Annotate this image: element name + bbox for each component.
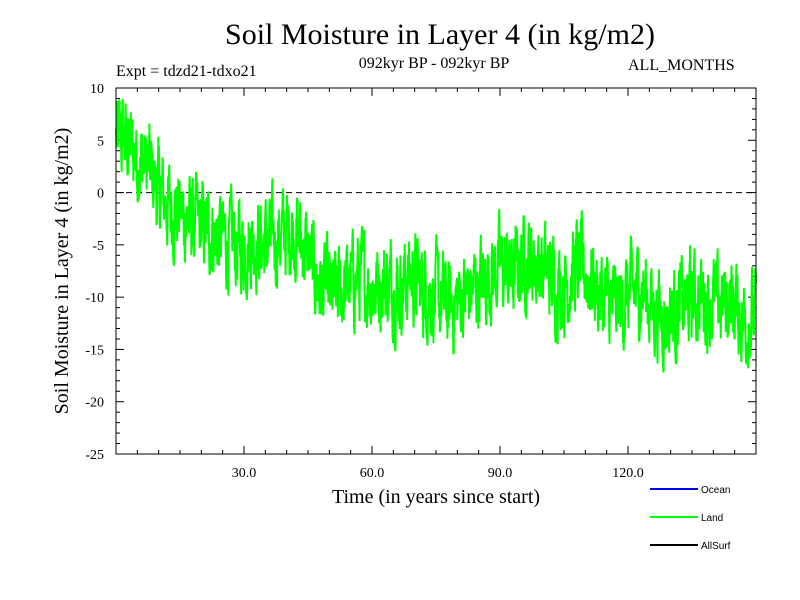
- y-tick-label: 0: [97, 187, 104, 202]
- legend: Ocean Land AllSurf: [650, 485, 731, 552]
- y-tick-label: -20: [85, 396, 104, 411]
- x-tick-label: 60.0: [360, 466, 385, 481]
- y-axis-label: Soil Moisture in Layer 4 (in kg/m2): [51, 128, 73, 415]
- y-tick-label: 5: [97, 134, 104, 149]
- x-axis-label: Time (in years since start): [332, 486, 540, 508]
- experiment-label: Expt = tdzd21-tdxo21: [116, 63, 257, 80]
- legend-label-ocean: Ocean: [701, 485, 730, 496]
- y-tick-label: -5: [92, 239, 104, 254]
- series-layer: [115, 98, 757, 373]
- x-tick-label: 30.0: [232, 466, 257, 481]
- legend-label-land: Land: [701, 513, 723, 524]
- x-tick-label: 90.0: [488, 466, 513, 481]
- x-tick-label: 120.0: [612, 466, 644, 481]
- period-label: 092kyr BP - 092kyr BP: [358, 55, 510, 72]
- y-tick-label: -10: [85, 291, 104, 306]
- plot-frame: [115, 87, 757, 455]
- plot-border: [115, 87, 757, 455]
- tick-labels: 10 5 0 -5 -10 -15 -20 -25 30.0 60.0 90.0 120.0: [85, 82, 643, 481]
- series-line-land: [115, 98, 757, 373]
- months-label: ALL_MONTHS: [628, 57, 735, 74]
- legend-label-allsurf: AllSurf: [701, 541, 731, 552]
- chart-title: Soil Moisture in Layer 4 (in kg/m2): [225, 18, 655, 51]
- y-tick-label: -25: [85, 448, 104, 463]
- y-tick-label: -15: [85, 343, 104, 358]
- y-tick-label: 10: [90, 82, 104, 97]
